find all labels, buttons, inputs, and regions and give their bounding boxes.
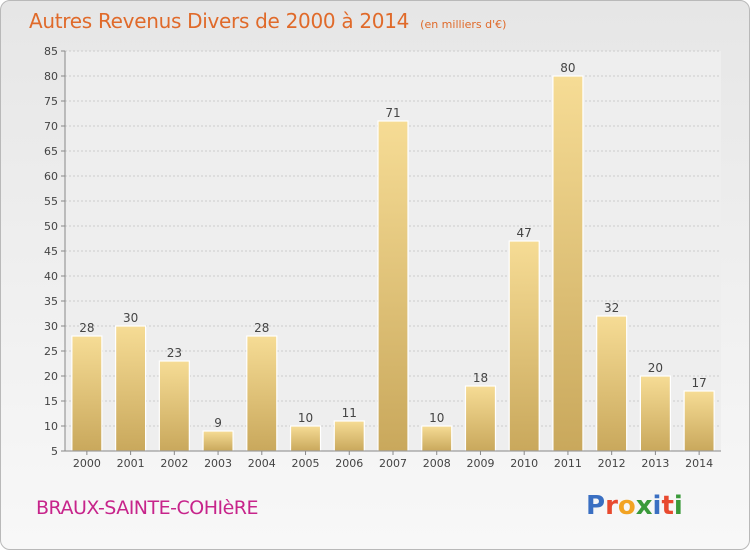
y-tick-label: 55	[44, 195, 58, 208]
y-tick-label: 45	[44, 245, 58, 258]
y-tick-label: 80	[44, 70, 58, 83]
bar-2000	[71, 335, 103, 452]
x-tick-label: 2002	[160, 457, 188, 470]
y-tick-label: 30	[44, 320, 58, 333]
x-tick-label: 2008	[423, 457, 451, 470]
x-tick-label: 2006	[335, 457, 363, 470]
x-tick-label: 2014	[685, 457, 713, 470]
y-tick-label: 20	[44, 370, 58, 383]
data-label: 28	[79, 321, 94, 335]
logo-letter: i	[673, 491, 683, 521]
data-label: 30	[123, 311, 138, 325]
data-label: 80	[560, 61, 575, 75]
x-tick-label: 2001	[117, 457, 145, 470]
x-tick-label: 2010	[510, 457, 538, 470]
y-tick-label: 5	[51, 445, 58, 458]
chart-title-block: Autres Revenus Divers de 2000 à 2014 (en…	[29, 9, 506, 33]
bar-2002	[158, 360, 190, 452]
y-tick-label: 75	[44, 95, 58, 108]
chart-title: Autres Revenus Divers de 2000 à 2014	[29, 9, 410, 33]
x-tick-label: 2007	[379, 457, 407, 470]
data-label: 10	[429, 411, 444, 425]
bar-2007	[377, 120, 409, 452]
bar-2003	[202, 430, 234, 452]
x-tick-label: 2009	[466, 457, 494, 470]
logo-letter: t	[661, 491, 674, 521]
data-label: 17	[691, 376, 706, 390]
data-label: 32	[604, 301, 619, 315]
proxiti-logo[interactable]: Proxiti	[586, 491, 683, 521]
y-tick-label: 65	[44, 145, 58, 158]
bar-2010	[508, 240, 540, 452]
data-label: 9	[214, 416, 222, 430]
data-label: 23	[167, 346, 182, 360]
y-tick-label: 85	[44, 45, 58, 58]
logo-letter: o	[617, 491, 636, 521]
bar-2009	[464, 385, 497, 452]
chart-unit-subtitle: (en milliers d'€)	[420, 18, 507, 31]
y-axis: 5 10 15 20 25 30 35 40 45 50 55 60 65 70 75 80 85	[44, 45, 66, 458]
x-tick-label: 2003	[204, 457, 232, 470]
data-label: 20	[648, 361, 663, 375]
bar-2006	[333, 420, 365, 452]
x-tick-label: 2012	[598, 457, 626, 470]
y-tick-label: 50	[44, 220, 58, 233]
bar-2001	[114, 325, 147, 452]
logo-letter: i	[652, 491, 662, 521]
y-tick-label: 35	[44, 295, 58, 308]
bar-2012	[596, 315, 628, 452]
bar-2011	[552, 75, 584, 452]
bar-2008	[421, 425, 453, 452]
x-tick-label: 2000	[73, 457, 101, 470]
data-label: 10	[298, 411, 313, 425]
data-labels: 28 30 23 9 28 10 11 71 10 18 47 80 32 20 17	[79, 61, 707, 430]
logo-letter: r	[605, 491, 618, 521]
x-tick-label: 2004	[248, 457, 276, 470]
x-tick-label: 2005	[292, 457, 320, 470]
logo-letter: x	[635, 491, 653, 521]
x-tick-label: 2011	[554, 457, 582, 470]
data-label: 18	[473, 371, 488, 385]
y-tick-label: 15	[44, 395, 58, 408]
data-label: 47	[517, 226, 532, 240]
x-axis: 2000 2001 2002 2003 2004 2005 2006 2007 2008 2009…	[65, 450, 721, 470]
y-tick-label: 70	[44, 120, 58, 133]
data-label: 71	[385, 106, 400, 120]
x-tick-label: 2013	[641, 457, 669, 470]
y-tick-label: 25	[44, 345, 58, 358]
y-tick-label: 60	[44, 170, 58, 183]
y-tick-label: 10	[44, 420, 58, 433]
town-name: BRAUX-SAINTE-COHIèRE	[36, 497, 259, 519]
bars	[71, 75, 715, 452]
y-tick-label: 40	[44, 270, 58, 283]
data-label: 28	[254, 321, 269, 335]
data-label: 11	[342, 406, 357, 420]
logo-letter: P	[586, 491, 606, 521]
bar-2005	[289, 425, 322, 452]
bar-2004	[246, 335, 278, 452]
bar-2013	[639, 375, 672, 452]
bar-2014	[683, 390, 715, 452]
